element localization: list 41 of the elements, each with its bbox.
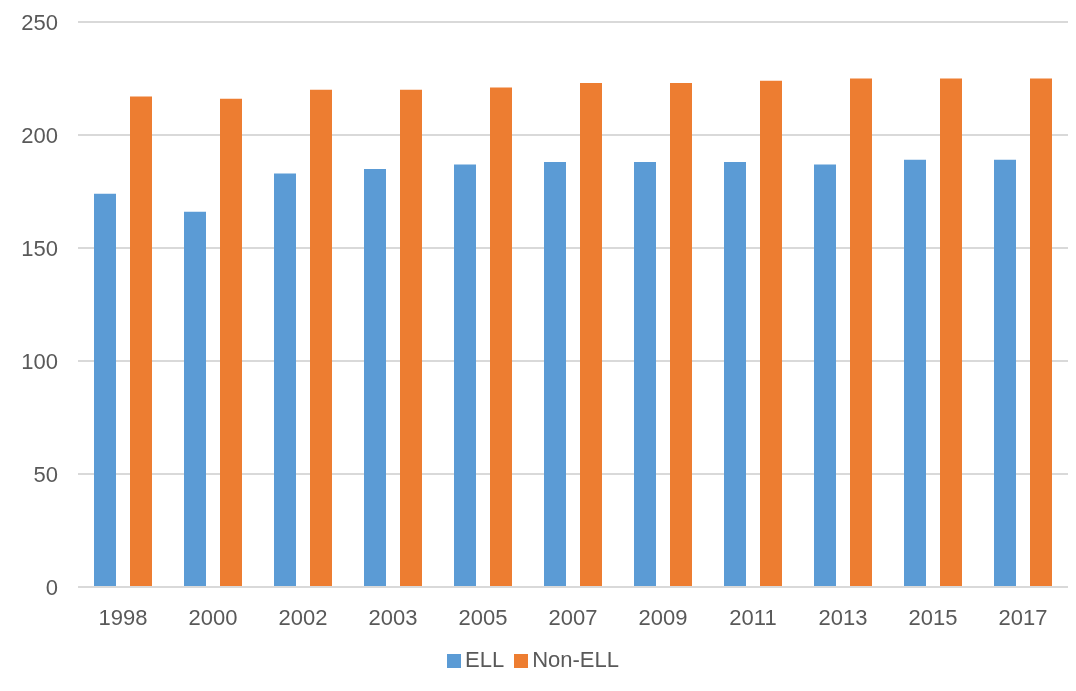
legend-label: ELL xyxy=(465,647,505,672)
bar xyxy=(994,159,1016,587)
x-tick-label: 2002 xyxy=(278,604,328,630)
x-tick-label: 2015 xyxy=(908,604,958,630)
bar xyxy=(940,78,962,587)
y-tick-label: 0 xyxy=(45,574,58,600)
x-tick-label: 2017 xyxy=(998,604,1048,630)
bar xyxy=(310,89,332,587)
bar xyxy=(724,162,746,587)
bar xyxy=(220,98,242,587)
x-tick-label: 2013 xyxy=(818,604,868,630)
y-tick-label: 150 xyxy=(21,235,58,261)
x-tick-label: 2011 xyxy=(729,604,777,630)
bar xyxy=(184,211,206,587)
bar xyxy=(94,193,116,587)
bar xyxy=(904,159,926,587)
bar xyxy=(490,87,512,587)
x-tick-label: 2003 xyxy=(368,604,418,630)
bar xyxy=(130,96,152,587)
x-tick-label: 2000 xyxy=(188,604,238,630)
bar xyxy=(1030,78,1052,587)
bar xyxy=(580,83,602,587)
y-tick-label: 250 xyxy=(21,9,58,35)
x-tick-label: 2007 xyxy=(548,604,598,630)
bar xyxy=(634,162,656,587)
y-tick-label: 50 xyxy=(33,461,58,487)
bar xyxy=(544,162,566,587)
x-tick-label: 2005 xyxy=(458,604,508,630)
bar xyxy=(814,164,836,587)
bar xyxy=(850,78,872,587)
x-tick-label: 2009 xyxy=(638,604,688,630)
bar xyxy=(364,168,386,587)
bar xyxy=(670,83,692,587)
bar xyxy=(760,80,782,587)
x-tick-label: 1998 xyxy=(98,604,148,630)
legend-label: Non-ELL xyxy=(532,647,619,672)
bar xyxy=(274,173,296,587)
y-tick-label: 200 xyxy=(21,122,58,148)
y-tick-label: 100 xyxy=(21,348,58,374)
bar xyxy=(454,164,476,587)
bar xyxy=(400,89,422,587)
